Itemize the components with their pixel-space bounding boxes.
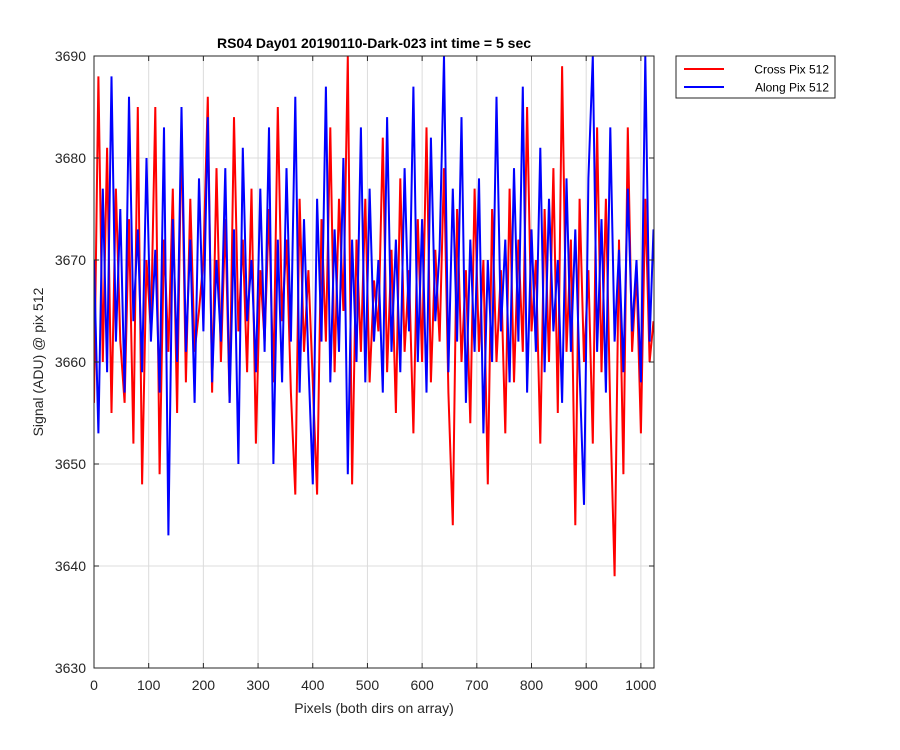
x-tick-label: 800 <box>520 677 544 693</box>
x-tick-label: 200 <box>192 677 216 693</box>
x-tick-label: 900 <box>575 677 599 693</box>
x-tick-label: 700 <box>465 677 489 693</box>
x-tick-label: 400 <box>301 677 325 693</box>
y-axis-label: Signal (ADU) @ pix 512 <box>30 287 46 436</box>
series-layer <box>94 56 654 577</box>
legend: Cross Pix 512 Along Pix 512 <box>675 55 836 99</box>
chart-title: RS04 Day01 20190110-Dark-023 int time = … <box>217 35 531 51</box>
x-axis-label: Pixels (both dirs on array) <box>294 700 454 716</box>
y-tick-label: 3680 <box>55 150 86 166</box>
series-line-along <box>94 56 654 536</box>
x-tick-label: 600 <box>410 677 434 693</box>
ticks: 0 100 200 300 400 500 600 700 800 900 1000 3630 3640… <box>55 48 657 693</box>
y-tick-label: 3660 <box>55 354 86 370</box>
x-tick-label: 100 <box>137 677 161 693</box>
legend-box <box>675 55 836 99</box>
legend-label-cross: Cross Pix 512 <box>754 63 829 77</box>
x-tick-label: 300 <box>246 677 270 693</box>
x-tick-label: 0 <box>90 677 98 693</box>
y-tick-label: 3670 <box>55 252 86 268</box>
y-tick-label: 3640 <box>55 558 86 574</box>
legend-label-along: Along Pix 512 <box>755 81 829 95</box>
x-tick-label: 500 <box>356 677 380 693</box>
y-tick-label: 3630 <box>55 660 86 676</box>
y-tick-label: 3650 <box>55 456 86 472</box>
x-tick-label: 1000 <box>625 677 656 693</box>
y-tick-label: 3690 <box>55 48 86 64</box>
